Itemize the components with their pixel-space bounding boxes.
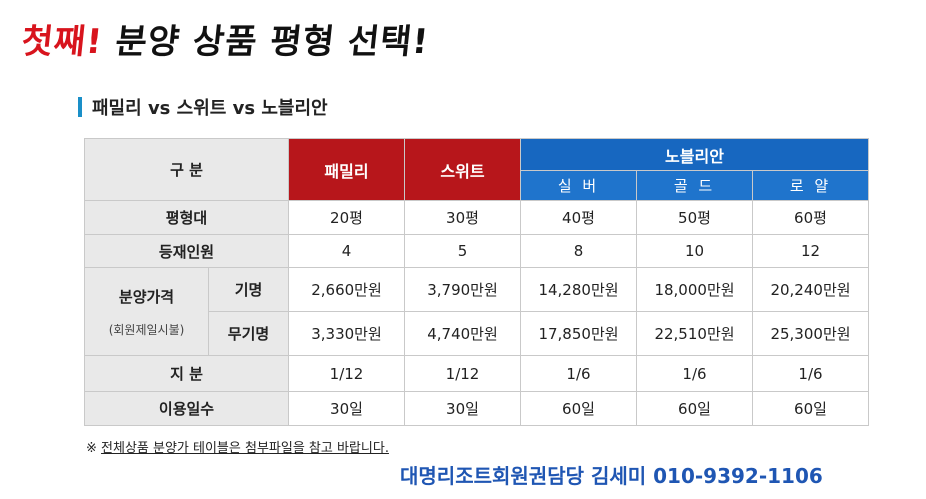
price-label: 분양가격 (118, 287, 175, 306)
cell: 25,300만원 (752, 311, 869, 356)
cell: 17,850만원 (520, 311, 637, 356)
header-gold: 골 드 (636, 170, 753, 201)
cell: 50평 (636, 200, 753, 235)
cell: 20,240만원 (752, 267, 869, 312)
row-capacity: 등재인원 4 5 8 10 12 (84, 234, 869, 268)
cell: 30평 (404, 200, 521, 235)
row-label: 기명 (208, 267, 289, 312)
cell: 1/12 (404, 355, 521, 392)
row-named: 분양가격 (회원제일시불) 기명 2,660만원 3,790만원 14,280만… (84, 267, 869, 356)
headline-first: 첫째! (19, 22, 105, 62)
price-label-cell: 분양가격 (회원제일시불) (84, 267, 209, 356)
cell: 1/6 (636, 355, 753, 392)
cell: 14,280만원 (520, 267, 637, 312)
headline: 첫째! 분양 상품 평형 선택! (19, 14, 431, 63)
section-title-text: 패밀리 vs 스위트 vs 노블리안 (92, 98, 328, 119)
cell: 18,000만원 (636, 267, 753, 312)
cell: 5 (404, 234, 521, 268)
row-size: 평형대 20평 30평 40평 50평 60평 (84, 200, 869, 235)
row-label: 무기명 (208, 311, 289, 356)
cell: 60일 (520, 391, 637, 426)
contact-info: 대명리조트회원권담당 김세미 010-9392-1106 (400, 464, 823, 488)
cell: 1/12 (288, 355, 405, 392)
cell: 30일 (404, 391, 521, 426)
cell: 1/6 (752, 355, 869, 392)
cell: 12 (752, 234, 869, 268)
cell: 60일 (636, 391, 753, 426)
cell: 60일 (752, 391, 869, 426)
cell: 3,330만원 (288, 311, 405, 356)
cell: 1/6 (520, 355, 637, 392)
cell: 40평 (520, 200, 637, 235)
price-note: (회원제일시불) (108, 322, 185, 337)
row-unnamed: 무기명 3,330만원 4,740만원 17,850만원 22,510만원 25… (85, 311, 869, 356)
cell: 4 (288, 234, 405, 268)
cell: 2,660만원 (288, 267, 405, 312)
cell: 22,510만원 (636, 311, 753, 356)
header-silver: 실 버 (520, 170, 637, 201)
header-suite: 스위트 (404, 138, 521, 201)
cell: 8 (520, 234, 637, 268)
cell: 20평 (288, 200, 405, 235)
price-table: 구 분 패밀리 스위트 노블리안 실 버 골 드 로 얄 평형대 20평 30평… (84, 138, 869, 426)
section-marker (78, 97, 82, 117)
table-corner: 구 분 (84, 138, 289, 201)
footnote: ※ 전체상품 분양가 테이블은 첨부파일을 참고 바랍니다. (86, 437, 389, 456)
row-label: 이용일수 (84, 391, 289, 426)
cell: 30일 (288, 391, 405, 426)
row-label: 평형대 (84, 200, 289, 235)
headline-rest: 분양 상품 평형 선택! (100, 22, 431, 62)
cell: 4,740만원 (404, 311, 521, 356)
row-label: 지 분 (84, 355, 289, 392)
cell: 10 (636, 234, 753, 268)
row-days: 이용일수 30일 30일 60일 60일 60일 (84, 391, 869, 426)
cell: 3,790만원 (404, 267, 521, 312)
header-noblian: 노블리안 (520, 138, 869, 171)
footnote-text: 전체상품 분양가 테이블은 첨부파일을 참고 바랍니다. (101, 441, 389, 456)
header-royal: 로 얄 (752, 170, 869, 201)
footnote-mark: ※ (86, 441, 102, 456)
row-share: 지 분 1/12 1/12 1/6 1/6 1/6 (84, 355, 869, 392)
row-label: 등재인원 (84, 234, 289, 268)
cell: 60평 (752, 200, 869, 235)
section-title: 패밀리 vs 스위트 vs 노블리안 (78, 94, 328, 120)
header-family: 패밀리 (288, 138, 405, 201)
